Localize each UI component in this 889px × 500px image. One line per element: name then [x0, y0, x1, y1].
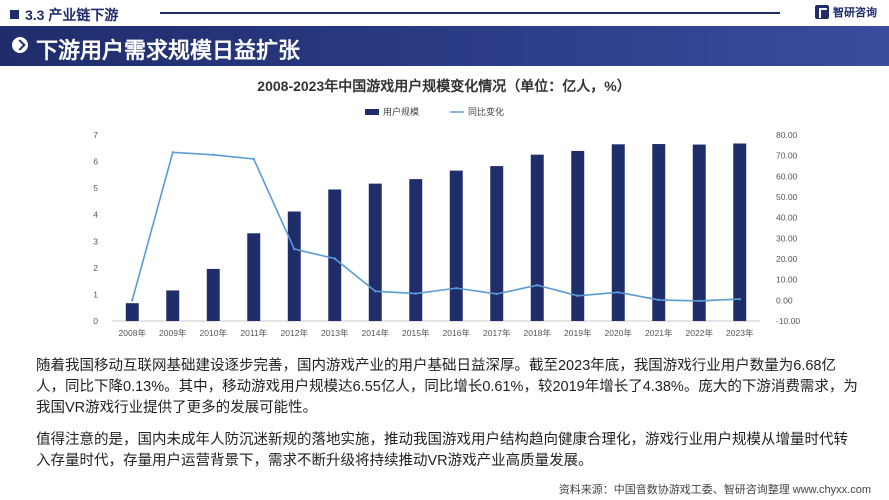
- x-tick-label: 2014年: [362, 328, 390, 338]
- top-divider: [160, 12, 780, 14]
- bar-user-scale: [490, 166, 504, 321]
- bar-user-scale: [611, 144, 625, 321]
- point-yoy-change: [536, 284, 539, 287]
- point-yoy-change: [455, 286, 458, 290]
- point-yoy-change: [617, 291, 620, 294]
- y-right-tick-label: 0.00: [776, 295, 793, 305]
- x-tick-label: 2009年: [159, 328, 187, 338]
- bar-user-scale: [125, 303, 139, 321]
- section-label-text: 3.3 产业链下游: [25, 7, 119, 23]
- bar-user-scale: [692, 144, 706, 321]
- y-right-tick-label: 70.00: [776, 151, 798, 161]
- y-right-tick-label: 60.00: [776, 171, 798, 181]
- x-tick-label: 2013年: [321, 328, 349, 338]
- bar-user-scale: [652, 144, 666, 321]
- point-yoy-change: [171, 151, 174, 154]
- y-left-tick-label: 2: [93, 263, 98, 273]
- line-yoy-change: [131, 151, 740, 302]
- point-yoy-change: [657, 298, 660, 302]
- y-left-tick-label: 1: [93, 289, 98, 299]
- x-tick-label: 2016年: [443, 328, 471, 338]
- point-yoy-change: [252, 157, 255, 161]
- x-tick-label: 2019年: [564, 328, 592, 338]
- y-right-tick-label: 20.00: [776, 254, 798, 264]
- bar-user-scale: [409, 179, 423, 321]
- point-yoy-change: [414, 292, 417, 295]
- x-tick-label: 2010年: [200, 328, 228, 338]
- point-yoy-change: [293, 247, 296, 251]
- y-right-tick-label: 10.00: [776, 275, 798, 285]
- title-banner: 下游用户需求规模日益扩张: [0, 26, 889, 66]
- source-note: 资料来源：中国音数协游戏工委、智研咨询整理 www.chyxx.com: [558, 484, 871, 496]
- point-yoy-change: [131, 299, 134, 302]
- logo-text: 智研咨询: [833, 7, 877, 19]
- point-yoy-change: [576, 294, 579, 297]
- paragraph-2: 值得注意的是，国内未成年人防沉迷新规的落地实施，推动我国游戏用户结构趋向健康合理…: [36, 432, 848, 469]
- bar-user-scale: [287, 211, 301, 321]
- x-tick-label: 2022年: [686, 328, 714, 338]
- bar-user-scale: [571, 150, 585, 321]
- banner-title: 下游用户需求规模日益扩张: [36, 38, 301, 63]
- bar-user-scale: [733, 143, 747, 321]
- x-tick-label: 2020年: [605, 328, 633, 338]
- legend-bar-swatch: [365, 109, 379, 115]
- point-yoy-change: [333, 257, 336, 260]
- x-tick-label: 2012年: [281, 328, 309, 338]
- y-left-tick-label: 7: [93, 130, 98, 140]
- chart-title: 2008-2023年中国游戏用户规模变化情况（单位：亿人，%）: [257, 78, 630, 94]
- chevron-right-icon: [12, 37, 28, 53]
- y-right-tick-label: 80.00: [776, 130, 798, 140]
- bar-user-scale: [206, 268, 220, 321]
- point-yoy-change: [212, 153, 215, 157]
- bar-user-scale: [328, 189, 342, 321]
- x-tick-label: 2021年: [645, 328, 673, 338]
- point-yoy-change: [374, 290, 377, 293]
- x-tick-label: 2008年: [119, 328, 147, 338]
- user-scale-chart: 2008-2023年中国游戏用户规模变化情况（单位：亿人，%） 用户规模 同比变化 0…: [93, 78, 800, 338]
- bar-user-scale: [530, 154, 544, 321]
- x-tick-label: 2011年: [240, 328, 267, 338]
- x-tick-label: 2017年: [483, 328, 511, 338]
- bar-user-scale: [166, 290, 180, 321]
- y-right-tick-label: 30.00: [776, 233, 798, 243]
- y-left-tick-label: 4: [93, 210, 98, 220]
- y-right-tick-label: 40.00: [776, 213, 798, 223]
- paragraph-1: 随着我国移动互联网基础建设逐步完善，国内游戏产业的用户基础日益深厚。截至2023…: [36, 358, 858, 416]
- square-icon: [10, 10, 19, 19]
- section-label: 3.3 产业链下游: [10, 5, 118, 25]
- bar-user-scale: [368, 183, 382, 321]
- legend-line-label: 同比变化: [468, 106, 504, 117]
- legend-bar-label: 用户规模: [383, 106, 419, 117]
- logo-icon: [815, 5, 829, 19]
- y-left-tick-label: 0: [93, 316, 98, 326]
- bar-user-scale: [449, 170, 463, 321]
- y-right-tick-label: 50.00: [776, 192, 798, 202]
- y-left-tick-label: 3: [93, 236, 98, 246]
- y-left-tick-label: 5: [93, 183, 98, 193]
- y-left-tick-label: 6: [93, 157, 98, 167]
- y-right-tick-label: -10.00: [776, 316, 800, 326]
- point-yoy-change: [738, 297, 741, 301]
- point-yoy-change: [698, 299, 701, 303]
- top-bar: 3.3 产业链下游 智研咨询: [0, 0, 889, 26]
- x-tick-label: 2018年: [524, 328, 552, 338]
- brand-logo: 智研咨询: [815, 4, 877, 20]
- x-tick-label: 2023年: [726, 328, 754, 338]
- bar-user-scale: [247, 233, 261, 321]
- x-tick-label: 2015年: [402, 328, 430, 338]
- point-yoy-change: [495, 292, 498, 296]
